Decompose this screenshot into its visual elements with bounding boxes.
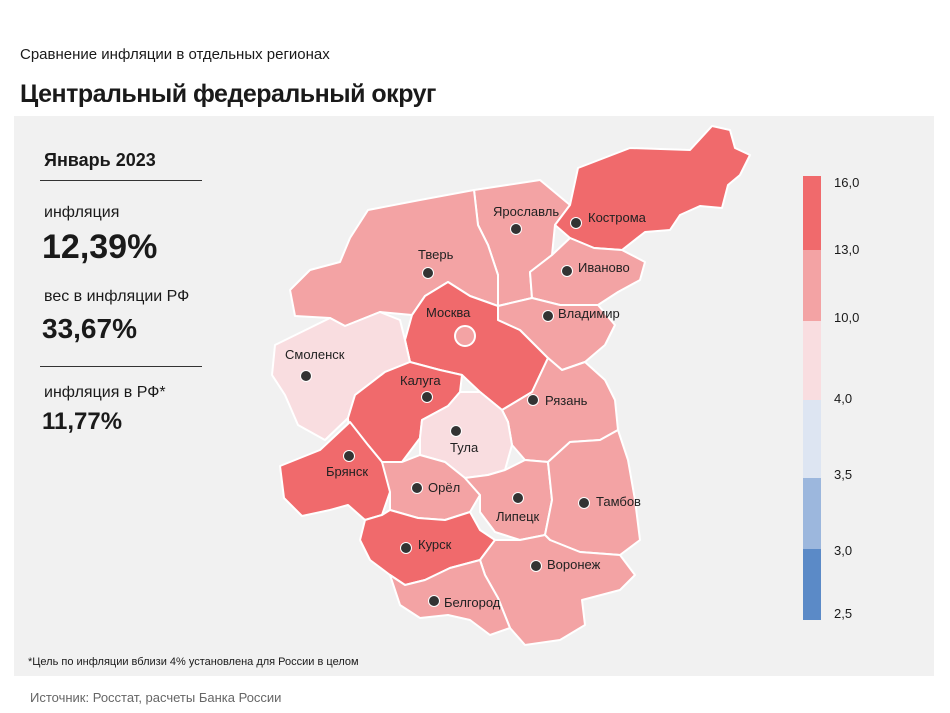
region-label-8: Рязань <box>545 393 588 408</box>
region-label-13: Тамбов <box>596 494 641 509</box>
region-label-6: Смоленск <box>285 347 345 362</box>
city-marker-16 <box>428 595 440 607</box>
city-marker-10 <box>343 450 355 462</box>
region-11 <box>381 454 481 521</box>
markers-layer <box>300 217 590 607</box>
region-label-12: Липецк <box>496 509 540 524</box>
region-label-11: Орёл <box>428 480 460 495</box>
legend-swatch-16-13 <box>803 176 821 250</box>
legend-swatch-4-3.5 <box>803 400 821 478</box>
city-marker-3 <box>561 265 573 277</box>
region-label-5: Владимир <box>558 306 620 321</box>
divider-top <box>40 180 202 181</box>
region-label-9: Тула <box>450 440 479 455</box>
legend-tick: 13,0 <box>834 242 860 257</box>
city-marker-4 <box>454 325 476 347</box>
region-5 <box>497 297 616 371</box>
city-marker-0 <box>510 223 522 235</box>
supertitle: Сравнение инфляции в отдельных регионах <box>20 46 330 63</box>
region-label-1: Кострома <box>588 210 647 225</box>
legend-tick: 16,0 <box>834 175 860 190</box>
city-marker-11 <box>411 482 423 494</box>
legend-bar <box>803 176 821 620</box>
weight-label: вес в инфляции РФ <box>44 288 190 305</box>
city-marker-14 <box>400 542 412 554</box>
city-marker-6 <box>300 370 312 382</box>
source-note: Источник: Росстат, расчеты Банка России <box>30 690 282 705</box>
divider-bottom <box>40 366 202 367</box>
legend-tick: 3,5 <box>834 467 853 482</box>
legend-tick: 3,0 <box>834 543 853 558</box>
page-title: Центральный федеральный округ <box>20 80 436 108</box>
region-16 <box>389 559 511 636</box>
period-label: Январь 2023 <box>44 150 156 170</box>
legend-swatch-3.5-3 <box>803 478 821 549</box>
legend-swatch-13-10 <box>803 250 821 321</box>
inflation-value: 12,39% <box>42 228 158 266</box>
city-marker-7 <box>421 391 433 403</box>
labels-layer: Ярославль Кострома Тверь Иваново Москва Влади… <box>285 204 647 610</box>
region-label-7: Калуга <box>400 373 441 388</box>
city-marker-1 <box>570 217 582 229</box>
legend-tick: 4,0 <box>834 391 853 406</box>
weight-value: 33,67% <box>42 313 137 344</box>
legend-swatch-10-4 <box>803 321 821 400</box>
region-label-14: Курск <box>418 537 452 552</box>
region-label-15: Воронеж <box>547 557 601 572</box>
region-label-0: Ярославль <box>493 204 559 219</box>
region-10 <box>279 421 393 521</box>
rf-inflation-value: 11,77% <box>42 408 123 435</box>
region-label-3: Иваново <box>578 260 630 275</box>
inflation-label: инфляция <box>44 204 120 221</box>
city-marker-13 <box>578 497 590 509</box>
city-marker-5 <box>542 310 554 322</box>
region-label-4: Москва <box>426 305 471 320</box>
legend-tick: 2,5 <box>834 606 853 621</box>
city-marker-15 <box>530 560 542 572</box>
city-marker-2 <box>422 267 434 279</box>
city-marker-9 <box>450 425 462 437</box>
region-label-16: Белгород <box>444 595 501 610</box>
rf-inflation-label: инфляция в РФ* <box>44 384 166 401</box>
region-label-2: Тверь <box>418 247 454 262</box>
region-label-10: Брянск <box>326 464 368 479</box>
regions-layer <box>271 125 751 646</box>
city-marker-8 <box>527 394 539 406</box>
legend-swatch-3-2.5 <box>803 549 821 620</box>
region-1 <box>554 125 751 251</box>
footnote: *Цель по инфляции вблизи 4% установлена … <box>28 656 359 668</box>
legend-tick: 10,0 <box>834 310 860 325</box>
city-marker-12 <box>512 492 524 504</box>
